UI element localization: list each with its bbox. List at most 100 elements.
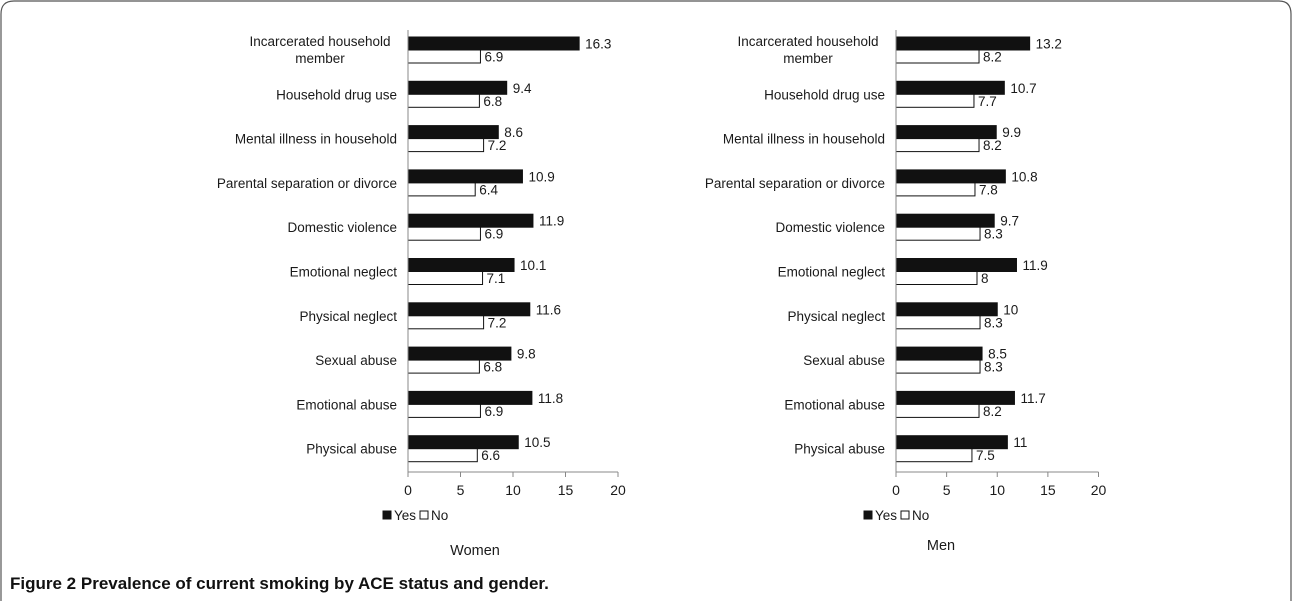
bar-yes [407, 213, 534, 228]
x-axis-title: Men [927, 538, 955, 554]
data-label: 7.2 [488, 138, 507, 153]
legend-label-no: No [431, 508, 448, 523]
category-label: Parental separation or divorce [217, 176, 397, 191]
x-tick-label: 20 [1091, 482, 1107, 498]
category-label: Household drug use [276, 87, 397, 102]
category-label: Incarcerated household member [737, 34, 878, 66]
data-label: 6.8 [483, 360, 502, 375]
bar-yes [895, 258, 1017, 272]
bar-yes [895, 435, 1008, 450]
category-label: Incarcerated household member [249, 34, 390, 66]
bar-yes [895, 169, 1006, 184]
x-tick-label: 5 [943, 482, 951, 498]
data-label: 16.3 [585, 37, 611, 52]
data-label: 11.6 [536, 302, 561, 317]
men-chart: Incarcerated household member Household dr… [705, 30, 1107, 554]
data-label: 11 [1013, 435, 1027, 450]
data-label: 6.9 [484, 50, 503, 65]
bar-yes [407, 258, 515, 272]
x-tick-label: 0 [404, 482, 412, 498]
women-chart: Incarcerated household member Household dr… [217, 30, 626, 559]
data-label: 8.3 [984, 360, 1003, 375]
legend-swatch-yes [863, 510, 873, 520]
bar-no [407, 93, 480, 108]
bar-no [407, 138, 485, 153]
data-label: 6.6 [481, 448, 500, 463]
category-label: Physical abuse [306, 442, 397, 457]
bar-yes [407, 125, 499, 140]
legend-label-yes: Yes [394, 508, 416, 523]
bar-no [407, 271, 484, 285]
data-label: 8.3 [984, 227, 1003, 242]
category-label: Mental illness in household [235, 132, 397, 147]
bar-no [895, 403, 980, 418]
data-label: 10.5 [524, 435, 550, 450]
data-label: 11.7 [1020, 391, 1045, 406]
data-label: 10.8 [1011, 169, 1037, 184]
data-label: 6.4 [479, 182, 498, 197]
bar-no [895, 271, 978, 285]
data-label: 11.9 [1022, 258, 1047, 273]
data-label: 8.2 [983, 50, 1002, 65]
bar-yes [895, 346, 983, 361]
figure-caption-text: Prevalence of current smoking by ACE sta… [80, 574, 549, 593]
data-label: 8.2 [983, 404, 1002, 419]
x-tick-label: 5 [457, 482, 465, 498]
bar-yes [895, 302, 998, 317]
category-label: Domestic violence [775, 220, 885, 235]
bar-no [895, 359, 981, 374]
bar-no [895, 448, 973, 463]
bar-yes [407, 36, 580, 51]
data-label: 6.9 [484, 404, 503, 419]
data-label: 7.1 [487, 271, 506, 286]
data-label: 11.8 [538, 391, 563, 406]
data-label: 8.5 [988, 347, 1007, 362]
category-label: Physical neglect [787, 309, 885, 324]
category-label: Parental separation or divorce [705, 176, 885, 191]
bar-no [895, 49, 980, 64]
data-label: 13.2 [1036, 37, 1062, 52]
legend-swatch-yes [382, 510, 392, 520]
x-tick-label: 0 [892, 482, 900, 498]
bar-yes [895, 213, 995, 228]
bar-yes [895, 390, 1015, 405]
legend-swatch-no [419, 510, 429, 520]
data-label: 8.2 [983, 138, 1002, 153]
data-label: 11.9 [539, 214, 564, 229]
category-label: Household drug use [764, 87, 885, 102]
x-axis-title: Women [450, 543, 500, 559]
bar-yes [407, 302, 531, 317]
x-tick-label: 15 [558, 482, 574, 498]
category-label: Emotional abuse [784, 397, 885, 412]
bar-yes [895, 80, 1005, 95]
legend-label-no: No [912, 508, 929, 523]
data-label: 8 [981, 271, 989, 286]
x-tick-label: 15 [1040, 482, 1056, 498]
bar-no [407, 226, 481, 241]
bar-no [407, 49, 481, 64]
bar-no [407, 182, 476, 197]
bar-no [895, 315, 981, 330]
data-label: 10.9 [528, 169, 554, 184]
category-label: Emotional neglect [778, 265, 886, 280]
bar-yes [407, 80, 508, 95]
figure-label: Figure 2 [10, 574, 77, 593]
legend-label-yes: Yes [875, 508, 897, 523]
data-label: 9.8 [517, 347, 536, 362]
bar-yes [407, 169, 523, 184]
category-label: Sexual abuse [803, 353, 885, 368]
data-label: 7.5 [976, 448, 995, 463]
legend-swatch-no [900, 510, 910, 520]
figure-caption: Figure 2 Prevalence of current smoking b… [10, 574, 549, 594]
bar-no [407, 403, 481, 418]
bar-no [407, 448, 478, 463]
x-tick-label: 10 [505, 482, 521, 498]
bar-no [895, 226, 981, 241]
data-label: 6.8 [483, 94, 502, 109]
bar-yes [407, 346, 512, 361]
category-label: Physical neglect [299, 309, 397, 324]
data-label: 9.9 [1002, 125, 1021, 140]
data-label: 7.2 [488, 315, 507, 330]
bar-yes [407, 390, 533, 405]
